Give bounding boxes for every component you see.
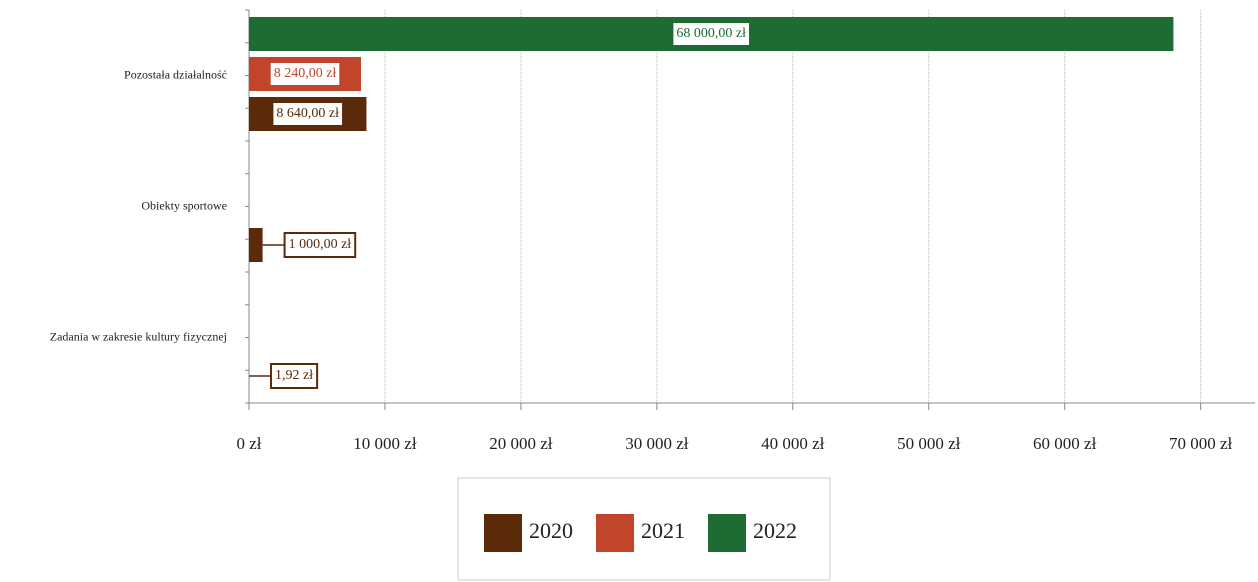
legend-label: 2022	[753, 518, 797, 543]
value-label-box	[671, 21, 752, 47]
category-label: Pozostała działalność	[124, 67, 227, 81]
value-label-group: 68 000,00 zł	[671, 21, 752, 47]
x-tick-label: 40 000 zł	[761, 434, 825, 453]
value-label-box	[268, 61, 342, 87]
x-tick-label: 20 000 zł	[489, 434, 553, 453]
category-label: Obiekty sportowe	[141, 198, 227, 212]
category-label: Zadania w zakresie kultury fizycznej	[50, 329, 227, 343]
x-tick-label: 30 000 zł	[625, 434, 689, 453]
value-label: 8 240,00 zł	[274, 66, 337, 81]
value-label-group: 1 000,00 zł	[262, 232, 357, 258]
value-label-box	[270, 363, 319, 389]
legend-label: 2021	[641, 518, 685, 543]
value-label-group: 1,92 zł	[249, 363, 319, 389]
x-tick-label: 50 000 zł	[897, 434, 961, 453]
value-label-group: 8 640,00 zł	[271, 101, 345, 127]
value-label: 8 640,00 zł	[276, 106, 339, 121]
value-label: 1 000,00 zł	[289, 237, 352, 252]
x-tick-label: 0 zł	[236, 434, 261, 453]
value-label-group: 8 240,00 zł	[268, 61, 342, 87]
value-label-box	[271, 101, 345, 127]
legend-label: 2020	[529, 518, 573, 543]
x-tick-label: 60 000 zł	[1033, 434, 1097, 453]
x-tick-label: 10 000 zł	[353, 434, 417, 453]
legend-swatch	[484, 514, 522, 552]
x-tick-label: 70 000 zł	[1169, 434, 1233, 453]
value-label: 68 000,00 zł	[676, 26, 746, 41]
bar	[249, 228, 263, 262]
legend-swatch	[708, 514, 746, 552]
value-label: 1,92 zł	[275, 368, 313, 383]
legend-swatch	[596, 514, 634, 552]
